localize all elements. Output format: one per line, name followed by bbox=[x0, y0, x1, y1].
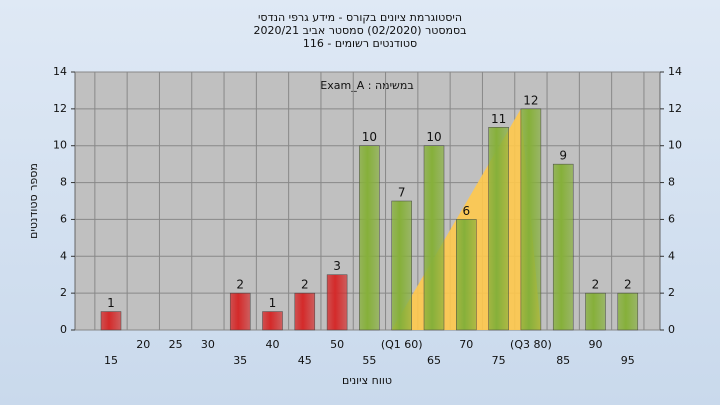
y2-tick-label: 6 bbox=[668, 212, 675, 225]
y-tick-label: 14 bbox=[53, 65, 67, 78]
data-label: 2 bbox=[236, 278, 244, 292]
title: סטודנטים רשומים - 116 bbox=[303, 37, 417, 50]
x-tick-label: 55 bbox=[362, 354, 376, 367]
y-tick-label: 6 bbox=[60, 212, 67, 225]
x-tick-label: (Q1 60) bbox=[381, 338, 423, 351]
bar bbox=[294, 292, 316, 331]
bar bbox=[359, 145, 380, 331]
data-label: 1 bbox=[107, 296, 115, 310]
x-tick-label: 25 bbox=[169, 338, 183, 351]
x-tick-label: 85 bbox=[556, 354, 570, 367]
y-tick-label: 0 bbox=[60, 323, 67, 336]
y2-tick-label: 14 bbox=[668, 65, 682, 78]
x-tick-label: 90 bbox=[589, 338, 603, 351]
x-tick-label: 30 bbox=[201, 338, 215, 351]
x-axis-label: טווח ציונים bbox=[342, 374, 392, 387]
title: היסטוגרמת ציונים בקורס - מידע גרפי הנדסי bbox=[258, 11, 462, 24]
y2-tick-label: 10 bbox=[668, 139, 682, 152]
y-tick-label: 12 bbox=[53, 102, 67, 115]
x-tick-label: 45 bbox=[298, 354, 312, 367]
bar bbox=[456, 219, 477, 331]
x-tick-label: (Q3 80) bbox=[510, 338, 552, 351]
y2-tick-label: 4 bbox=[668, 249, 675, 262]
bar bbox=[262, 311, 283, 331]
x-tick-label: 20 bbox=[136, 338, 150, 351]
bar bbox=[617, 292, 639, 331]
data-label: 10 bbox=[426, 130, 441, 144]
y-tick-label: 8 bbox=[60, 176, 67, 189]
x-tick-label: 40 bbox=[266, 338, 280, 351]
data-label: 6 bbox=[462, 204, 470, 218]
data-label: 9 bbox=[559, 149, 567, 163]
bar bbox=[326, 274, 348, 331]
x-tick-label: 95 bbox=[621, 354, 635, 367]
bar bbox=[423, 145, 445, 331]
data-label: 3 bbox=[333, 259, 341, 273]
annotation: Exam_A : במשימה bbox=[320, 79, 413, 92]
data-label: 1 bbox=[269, 296, 277, 310]
y2-tick-label: 12 bbox=[668, 102, 682, 115]
x-tick-label: 70 bbox=[459, 338, 473, 351]
data-label: 2 bbox=[301, 278, 309, 292]
bar bbox=[229, 292, 251, 331]
data-label: 7 bbox=[398, 186, 406, 200]
data-label: 11 bbox=[491, 112, 506, 126]
y-tick-label: 4 bbox=[60, 249, 67, 262]
bar bbox=[585, 292, 606, 331]
y2-tick-label: 0 bbox=[668, 323, 675, 336]
x-tick-label: 35 bbox=[233, 354, 247, 367]
x-tick-label: 15 bbox=[104, 354, 118, 367]
bar bbox=[100, 311, 122, 331]
data-label: 10 bbox=[362, 130, 377, 144]
y2-tick-label: 2 bbox=[668, 286, 675, 299]
y-axis-label: מספר סטודנטים bbox=[27, 163, 40, 239]
bar bbox=[391, 200, 412, 331]
bar bbox=[520, 108, 542, 331]
title: בסמסטר (02/2020) סמסטר אביב 2020/21 bbox=[253, 24, 466, 37]
y-tick-label: 2 bbox=[60, 286, 67, 299]
y-tick-label: 10 bbox=[53, 139, 67, 152]
x-tick-label: 50 bbox=[330, 338, 344, 351]
bar bbox=[488, 127, 509, 331]
data-label: 2 bbox=[592, 278, 600, 292]
data-label: 2 bbox=[624, 278, 632, 292]
y2-tick-label: 8 bbox=[668, 176, 675, 189]
data-label: 12 bbox=[523, 93, 538, 107]
x-tick-label: 75 bbox=[492, 354, 506, 367]
bar bbox=[552, 163, 574, 331]
x-tick-label: 65 bbox=[427, 354, 441, 367]
